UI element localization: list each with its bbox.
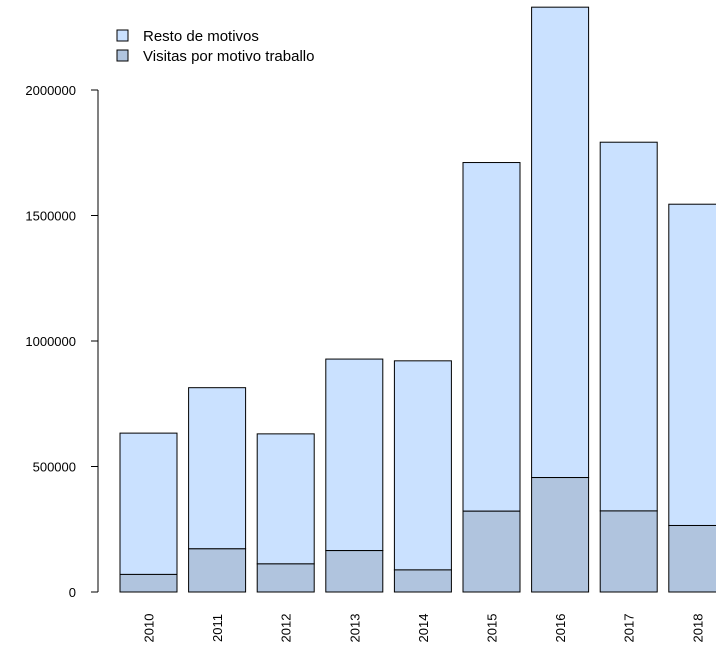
x-tick-label-2011: 2011 [210,614,225,642]
x-tick-label-2014: 2014 [416,614,431,643]
legend: Resto de motivos Visitas por motivo traba… [116,28,314,65]
x-tick-label-2018: 2018 [690,614,705,643]
bar-segment-resto-2012 [256,433,315,565]
y-tick-label: 2000000 [25,83,76,98]
x-axis-labels: 2010 2011 2012 2013 2014 2015 2016 2017 2018 [142,614,706,643]
bar-segment-traballo-2011 [188,548,247,593]
bar-group-2016 [531,6,590,593]
bar-group-2017 [599,141,658,593]
bar-segment-resto-2018 [668,203,716,526]
bar-group-2012 [256,433,315,593]
bar-segment-resto-2016 [531,6,590,479]
bar-segment-traballo-2016 [531,477,590,593]
bar-group-2014 [393,360,452,593]
bar-group-2015 [462,162,521,593]
y-tick-label: 1500000 [25,209,76,224]
bar-segment-traballo-2015 [462,510,521,593]
bar-group-2010 [119,432,178,593]
bar-group-2013 [325,358,384,593]
bar-group-2011 [188,387,247,593]
legend-item: Resto de motivos [116,28,259,45]
y-tick-label: 1000000 [25,334,76,349]
bar-segment-resto-2011 [188,387,247,550]
legend-label: Resto de motivos [143,28,259,45]
bar-segment-traballo-2017 [599,510,658,593]
y-tick-label: 500000 [33,460,76,475]
bar-segment-traballo-2014 [393,569,452,593]
legend-swatch [116,49,129,62]
bar-segment-resto-2017 [599,141,658,512]
bar-segment-traballo-2010 [119,573,178,593]
x-tick-label-2015: 2015 [485,614,500,643]
legend-swatch [116,29,129,42]
bar-segment-resto-2013 [325,358,384,552]
bar-segment-traballo-2012 [256,563,315,593]
y-axis: 0 500000 1000000 1500000 2000000 [25,83,99,600]
bar-segment-resto-2014 [393,360,452,571]
x-tick-label-2017: 2017 [622,614,637,643]
bar-segment-resto-2010 [119,432,178,575]
bar-segment-resto-2015 [462,162,521,512]
x-tick-label-2013: 2013 [347,614,362,643]
x-tick-label-2010: 2010 [142,614,157,643]
bars-layer [119,6,716,593]
y-tick-label: 0 [69,585,76,600]
x-tick-label-2012: 2012 [279,614,294,643]
legend-item: Visitas por motivo traballo [116,48,314,65]
x-tick-label-2016: 2016 [553,614,568,643]
legend-label: Visitas por motivo traballo [143,48,314,65]
bar-group-2018 [668,203,716,593]
bar-segment-traballo-2018 [668,524,716,593]
bar-segment-traballo-2013 [325,550,384,593]
